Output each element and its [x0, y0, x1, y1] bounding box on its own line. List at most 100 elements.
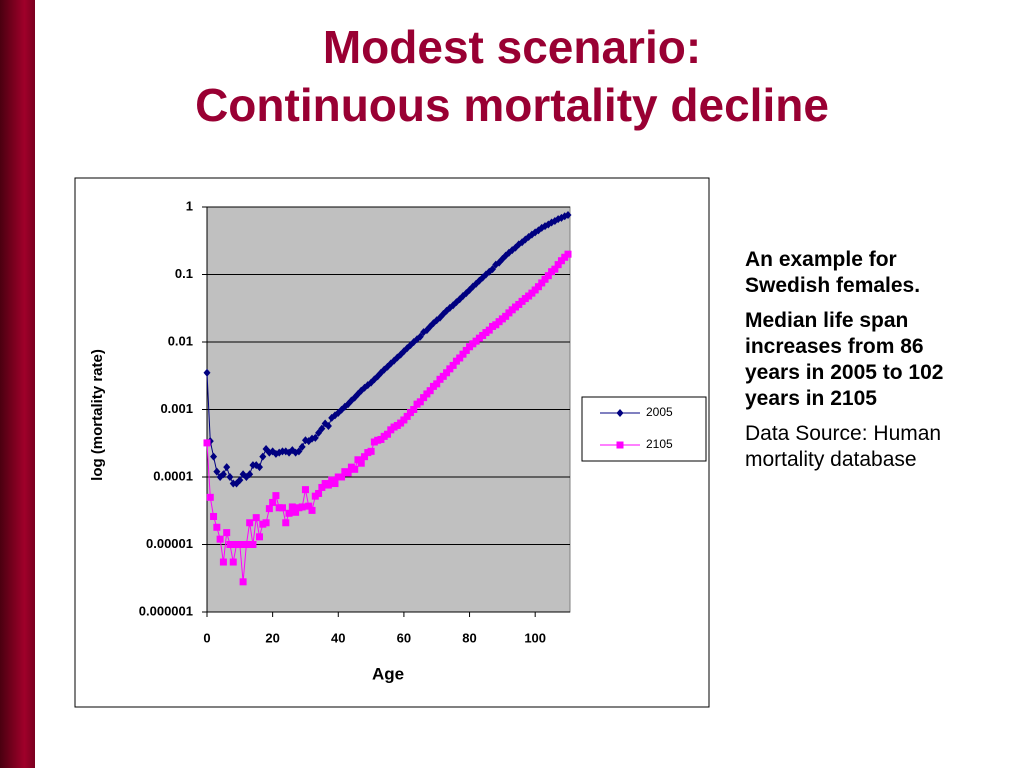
point [242, 541, 250, 548]
point [456, 354, 464, 362]
point [564, 250, 572, 258]
point [338, 473, 346, 481]
legend-marker [616, 441, 624, 449]
point [259, 452, 267, 461]
point [420, 394, 428, 402]
slide-title: Modest scenario: Continuous mortality de… [40, 18, 984, 134]
point [262, 519, 270, 527]
point [351, 465, 359, 473]
point [210, 452, 218, 461]
point [219, 470, 227, 479]
point [219, 558, 227, 566]
point [223, 529, 231, 537]
point [282, 519, 290, 527]
point [265, 505, 273, 513]
point [410, 406, 418, 413]
y-tick-label: 0.000001 [139, 603, 193, 618]
note: Median life span increases from 86 years… [745, 309, 944, 410]
point [236, 476, 244, 485]
x-tick-label: 100 [524, 630, 546, 645]
note: An example for Swedish females. [745, 248, 921, 297]
note: Data Source: Human mortality database [745, 422, 942, 471]
y-axis-label: log (mortality rate) [89, 349, 106, 481]
point [439, 372, 447, 380]
point [311, 433, 319, 442]
point [541, 275, 549, 283]
point [203, 368, 211, 377]
point [239, 578, 247, 586]
point [226, 541, 234, 548]
point [449, 361, 457, 369]
x-tick-label: 80 [462, 630, 476, 645]
point [272, 492, 280, 500]
x-tick-label: 20 [265, 630, 279, 645]
notes: An example for Swedish females. Median l… [745, 247, 980, 482]
point [295, 447, 303, 456]
point [216, 535, 224, 543]
point [361, 453, 369, 461]
point [416, 332, 424, 341]
y-tick-label: 0.01 [168, 333, 193, 348]
point [246, 519, 254, 527]
point [301, 486, 309, 494]
point [203, 439, 211, 447]
point [285, 509, 293, 517]
legend-box [581, 396, 707, 462]
point [213, 523, 221, 531]
y-tick-label: 0.1 [175, 266, 193, 281]
point [292, 508, 300, 516]
point [384, 430, 391, 438]
point [462, 346, 470, 354]
point [400, 416, 408, 424]
y-tick-label: 0.001 [160, 401, 193, 416]
point [485, 326, 493, 334]
point [252, 514, 260, 522]
legend: 2005 2105 [581, 396, 707, 462]
point [534, 283, 542, 291]
point [433, 380, 441, 388]
point [256, 463, 264, 472]
point [489, 265, 497, 274]
point [426, 387, 434, 395]
point [538, 279, 546, 287]
title-line: Modest scenario: [322, 21, 702, 73]
point [324, 421, 332, 430]
point [403, 412, 411, 420]
point [357, 459, 365, 467]
point [459, 350, 467, 358]
point [308, 506, 316, 514]
point [443, 369, 451, 377]
point [236, 541, 244, 548]
legend-label: 2005 [646, 405, 673, 419]
y-tick-label: 1 [186, 198, 193, 213]
point [551, 265, 559, 273]
point [269, 498, 277, 506]
side-bar [0, 0, 35, 768]
point [256, 533, 264, 541]
point [249, 541, 257, 548]
point [318, 483, 326, 491]
point [331, 480, 339, 488]
legend-marker [616, 409, 624, 417]
point [315, 489, 323, 497]
point [210, 512, 218, 520]
point [298, 442, 306, 451]
y-tick-label: 0.00001 [146, 536, 193, 551]
point [324, 481, 332, 489]
point [318, 424, 326, 433]
point [564, 211, 572, 220]
point [544, 272, 552, 280]
point [298, 503, 306, 511]
point [206, 493, 214, 501]
point [213, 467, 221, 476]
x-tick-label: 40 [331, 630, 345, 645]
point [229, 558, 237, 566]
point [246, 470, 254, 479]
point [278, 504, 286, 512]
legend-label: 2105 [646, 437, 673, 451]
point [226, 473, 234, 481]
point [416, 398, 424, 406]
title-line: Continuous mortality decline [195, 79, 829, 131]
